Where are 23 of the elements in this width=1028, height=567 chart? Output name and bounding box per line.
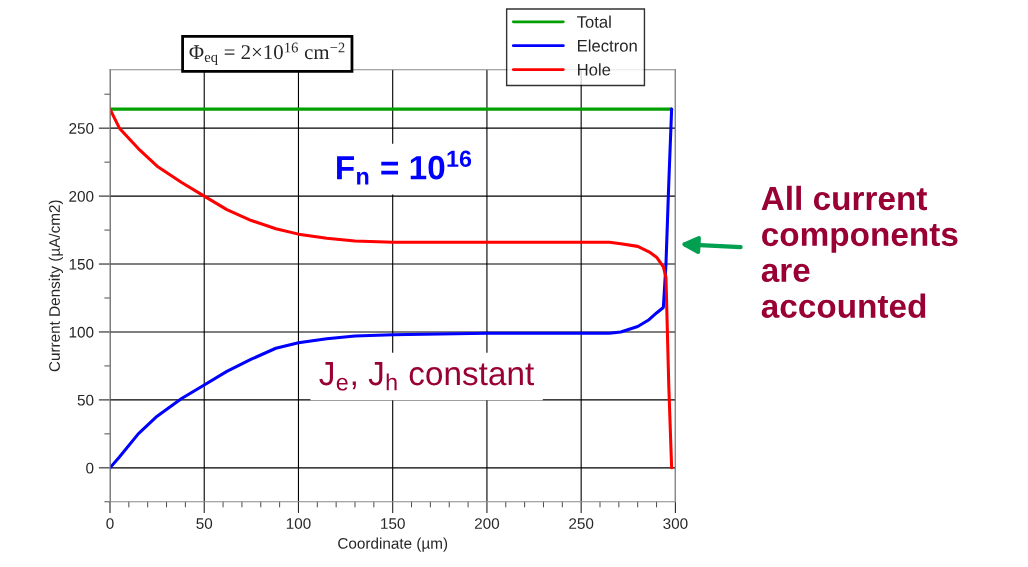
annotation: All current components are accounted xyxy=(761,185,958,318)
x-tick-label: 0 xyxy=(106,518,114,529)
y-tick-label: 0 xyxy=(86,462,94,474)
annotation: F$_{n}$ = 10$^{16}$ xyxy=(337,150,472,185)
x-tick-label: 300 xyxy=(663,518,688,529)
y-tick-label: 200 xyxy=(69,190,94,202)
y-tick-label: 150 xyxy=(69,258,94,270)
y-tick-label: 100 xyxy=(69,326,94,338)
legend-label: Total xyxy=(577,15,611,28)
x-tick-label: 100 xyxy=(286,518,311,529)
legend-label: Hole xyxy=(578,63,611,76)
x-tick-label: 150 xyxy=(381,518,405,529)
annotation: J$_{e}$, J$_{h}$ constant xyxy=(319,362,534,391)
chart-title: Φ$_{eq}$ = 2×10$^{16}$ cm$^{−2}$ xyxy=(189,42,345,65)
legend-label: Electron xyxy=(578,39,637,52)
x-tick-label: 50 xyxy=(196,518,213,529)
y-tick-label: 50 xyxy=(77,394,94,406)
x-axis-title: Coordinate (µm) xyxy=(338,537,448,552)
line-series xyxy=(110,107,674,470)
y-axis-title: Current Density (µA/cm2) xyxy=(48,200,63,372)
y-tick-label: 250 xyxy=(69,123,94,134)
x-tick-label: 250 xyxy=(569,518,594,529)
x-tick-label: 200 xyxy=(474,518,500,529)
